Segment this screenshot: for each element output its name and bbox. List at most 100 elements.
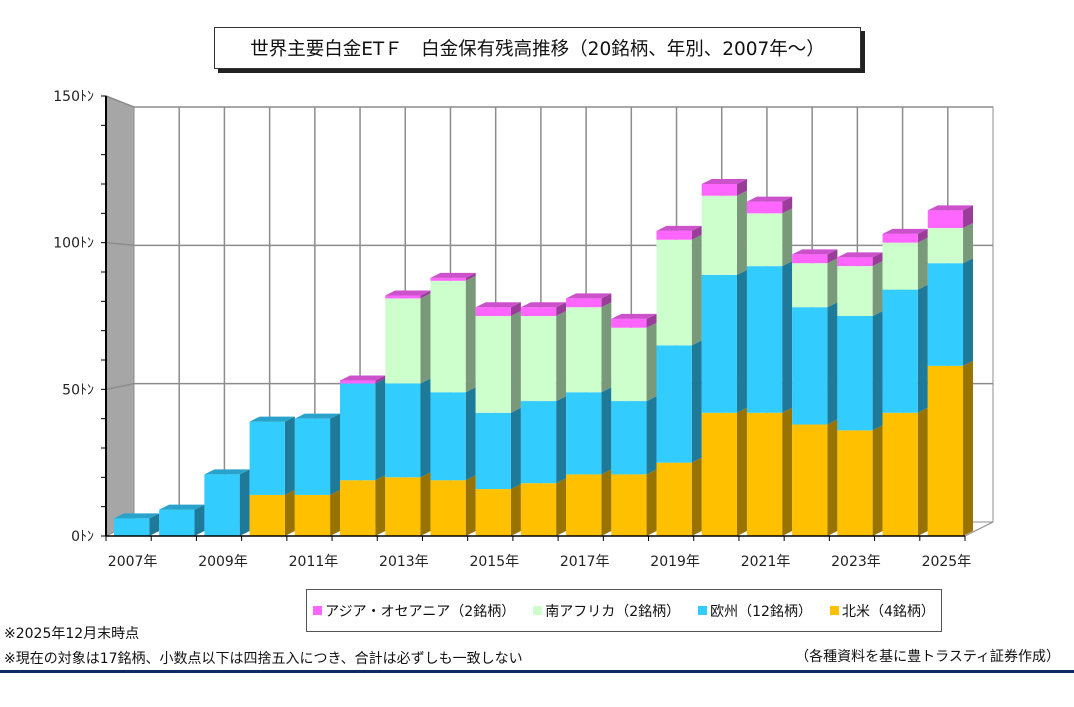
bar-stack-2024	[882, 228, 928, 536]
bar-segment	[294, 494, 331, 536]
legend-swatch	[533, 606, 543, 615]
bar-segment-side	[827, 258, 838, 308]
bar-segment	[746, 266, 783, 413]
x-tick-label: 2019年	[650, 554, 700, 570]
chart-title: 世界主要白金ETＦ 白金保有残高推移（20銘柄、年別、2007年～）	[214, 27, 861, 69]
bar-stack-2021	[746, 196, 793, 536]
bar-segment-side	[149, 513, 160, 536]
bar-segment-side	[963, 360, 974, 536]
bar-segment-side	[601, 302, 612, 393]
bar-segment-side	[691, 340, 702, 463]
bar-segment	[837, 266, 873, 316]
bar-segment-side	[917, 228, 928, 243]
bar-segment-top	[882, 228, 928, 234]
bar-segment-side	[420, 290, 431, 299]
bar-segment	[249, 494, 285, 536]
bar-segment-side	[646, 396, 657, 475]
bar-segment-side	[510, 302, 521, 316]
legend-item-north-america: 北米（4銘柄）	[829, 601, 935, 621]
bar-segment	[882, 242, 918, 290]
bar-segment-side	[420, 293, 431, 384]
legend-swatch	[313, 606, 323, 615]
bar-segment-side	[646, 469, 657, 536]
legend-label: アジア・オセアニア（2銘柄）	[325, 603, 516, 620]
bar-segment-side	[375, 375, 386, 384]
bar-stack-2025	[927, 205, 974, 536]
bar-segment-side	[736, 179, 747, 196]
x-tick-label: 2011年	[289, 554, 339, 570]
bar-segment	[566, 392, 602, 475]
bar-segment-side	[556, 302, 567, 316]
bar-segment-side	[510, 484, 521, 536]
bar-segment	[294, 418, 331, 495]
bar-segment-side	[239, 469, 250, 536]
bar-segment-side	[601, 469, 612, 536]
bar-segment	[837, 316, 873, 431]
bar-segment	[792, 307, 828, 425]
bar-stack-2010	[249, 416, 295, 536]
bar-segment-side	[330, 413, 341, 495]
bar-segment-top	[249, 416, 295, 422]
bar-segment-side	[375, 378, 386, 481]
bar-segment-top	[701, 179, 747, 184]
bar-segment	[475, 489, 511, 536]
bar-segment-side	[827, 302, 838, 425]
bar-segment	[927, 210, 964, 228]
legend: アジア・オセアニア（2銘柄） 南アフリカ（2銘柄） 欧州（12銘柄） 北米（4銘…	[306, 589, 942, 632]
bar-segment-top	[159, 504, 205, 510]
bar-segment	[566, 307, 602, 393]
x-tick-label: 2015年	[469, 554, 519, 570]
bar-segment	[249, 421, 285, 495]
footer-rule	[0, 670, 1074, 673]
bar-stack-2023	[837, 252, 883, 536]
bar-segment	[837, 257, 873, 267]
bar-segment	[430, 277, 466, 281]
bar-segment-top	[792, 249, 838, 255]
bar-segment-side	[872, 311, 883, 431]
bar-stack-2022	[792, 249, 838, 536]
bar-segment	[385, 383, 421, 478]
bar-segment-side	[601, 387, 612, 475]
bar-segment	[385, 298, 421, 384]
bar-segment-side	[465, 275, 476, 393]
bar-stack-2014	[430, 272, 476, 536]
bar-segment-side	[691, 225, 702, 240]
bar-segment	[656, 462, 692, 536]
y-tick-label: 0ﾄﾝ	[71, 529, 94, 545]
y-tick-label: 100ﾄﾝ	[53, 236, 94, 252]
bar-segment-side	[375, 475, 386, 536]
bar-segment	[701, 184, 737, 196]
bar-stack-2018	[611, 313, 657, 536]
bar-segment-top	[385, 290, 431, 296]
bar-segment-top	[566, 293, 612, 299]
bar-stack-2013	[385, 290, 431, 536]
bar-segment	[340, 383, 376, 481]
legend-swatch	[698, 606, 708, 615]
bar-segment	[882, 412, 918, 536]
bar-segment-side	[963, 223, 974, 264]
x-tick-label: 2025年	[922, 554, 972, 570]
legend-item-south-africa: 南アフリカ（2銘柄）	[533, 601, 680, 621]
bar-segment	[701, 195, 737, 275]
bar-segment	[792, 254, 828, 264]
x-tick-label: 2021年	[741, 554, 791, 570]
side-wall	[105, 95, 135, 537]
bar-segment-side	[284, 489, 295, 536]
bar-segment-top	[294, 413, 341, 419]
bar-segment	[520, 483, 557, 536]
bar-segment-side	[782, 261, 793, 413]
bar-segment	[204, 474, 240, 536]
bar-stack-2020	[701, 179, 747, 536]
bar-segment	[566, 474, 602, 536]
bar-segment-side	[827, 419, 838, 536]
gridline-side	[105, 241, 135, 247]
bar-segment	[611, 401, 647, 475]
bar-segment-side	[556, 478, 567, 536]
bar-segment-side	[963, 258, 974, 366]
disclaimer-note: ※現在の対象は17銘柄、小数点以下は四捨五入につき、合計は必ずしも一致しない	[4, 651, 523, 667]
y-tick-label: 150ﾄﾝ	[53, 89, 94, 105]
bar-segment	[927, 228, 964, 264]
bar-segment	[566, 298, 602, 308]
bar-segment-side	[782, 407, 793, 536]
bar-segment-side	[420, 472, 431, 536]
